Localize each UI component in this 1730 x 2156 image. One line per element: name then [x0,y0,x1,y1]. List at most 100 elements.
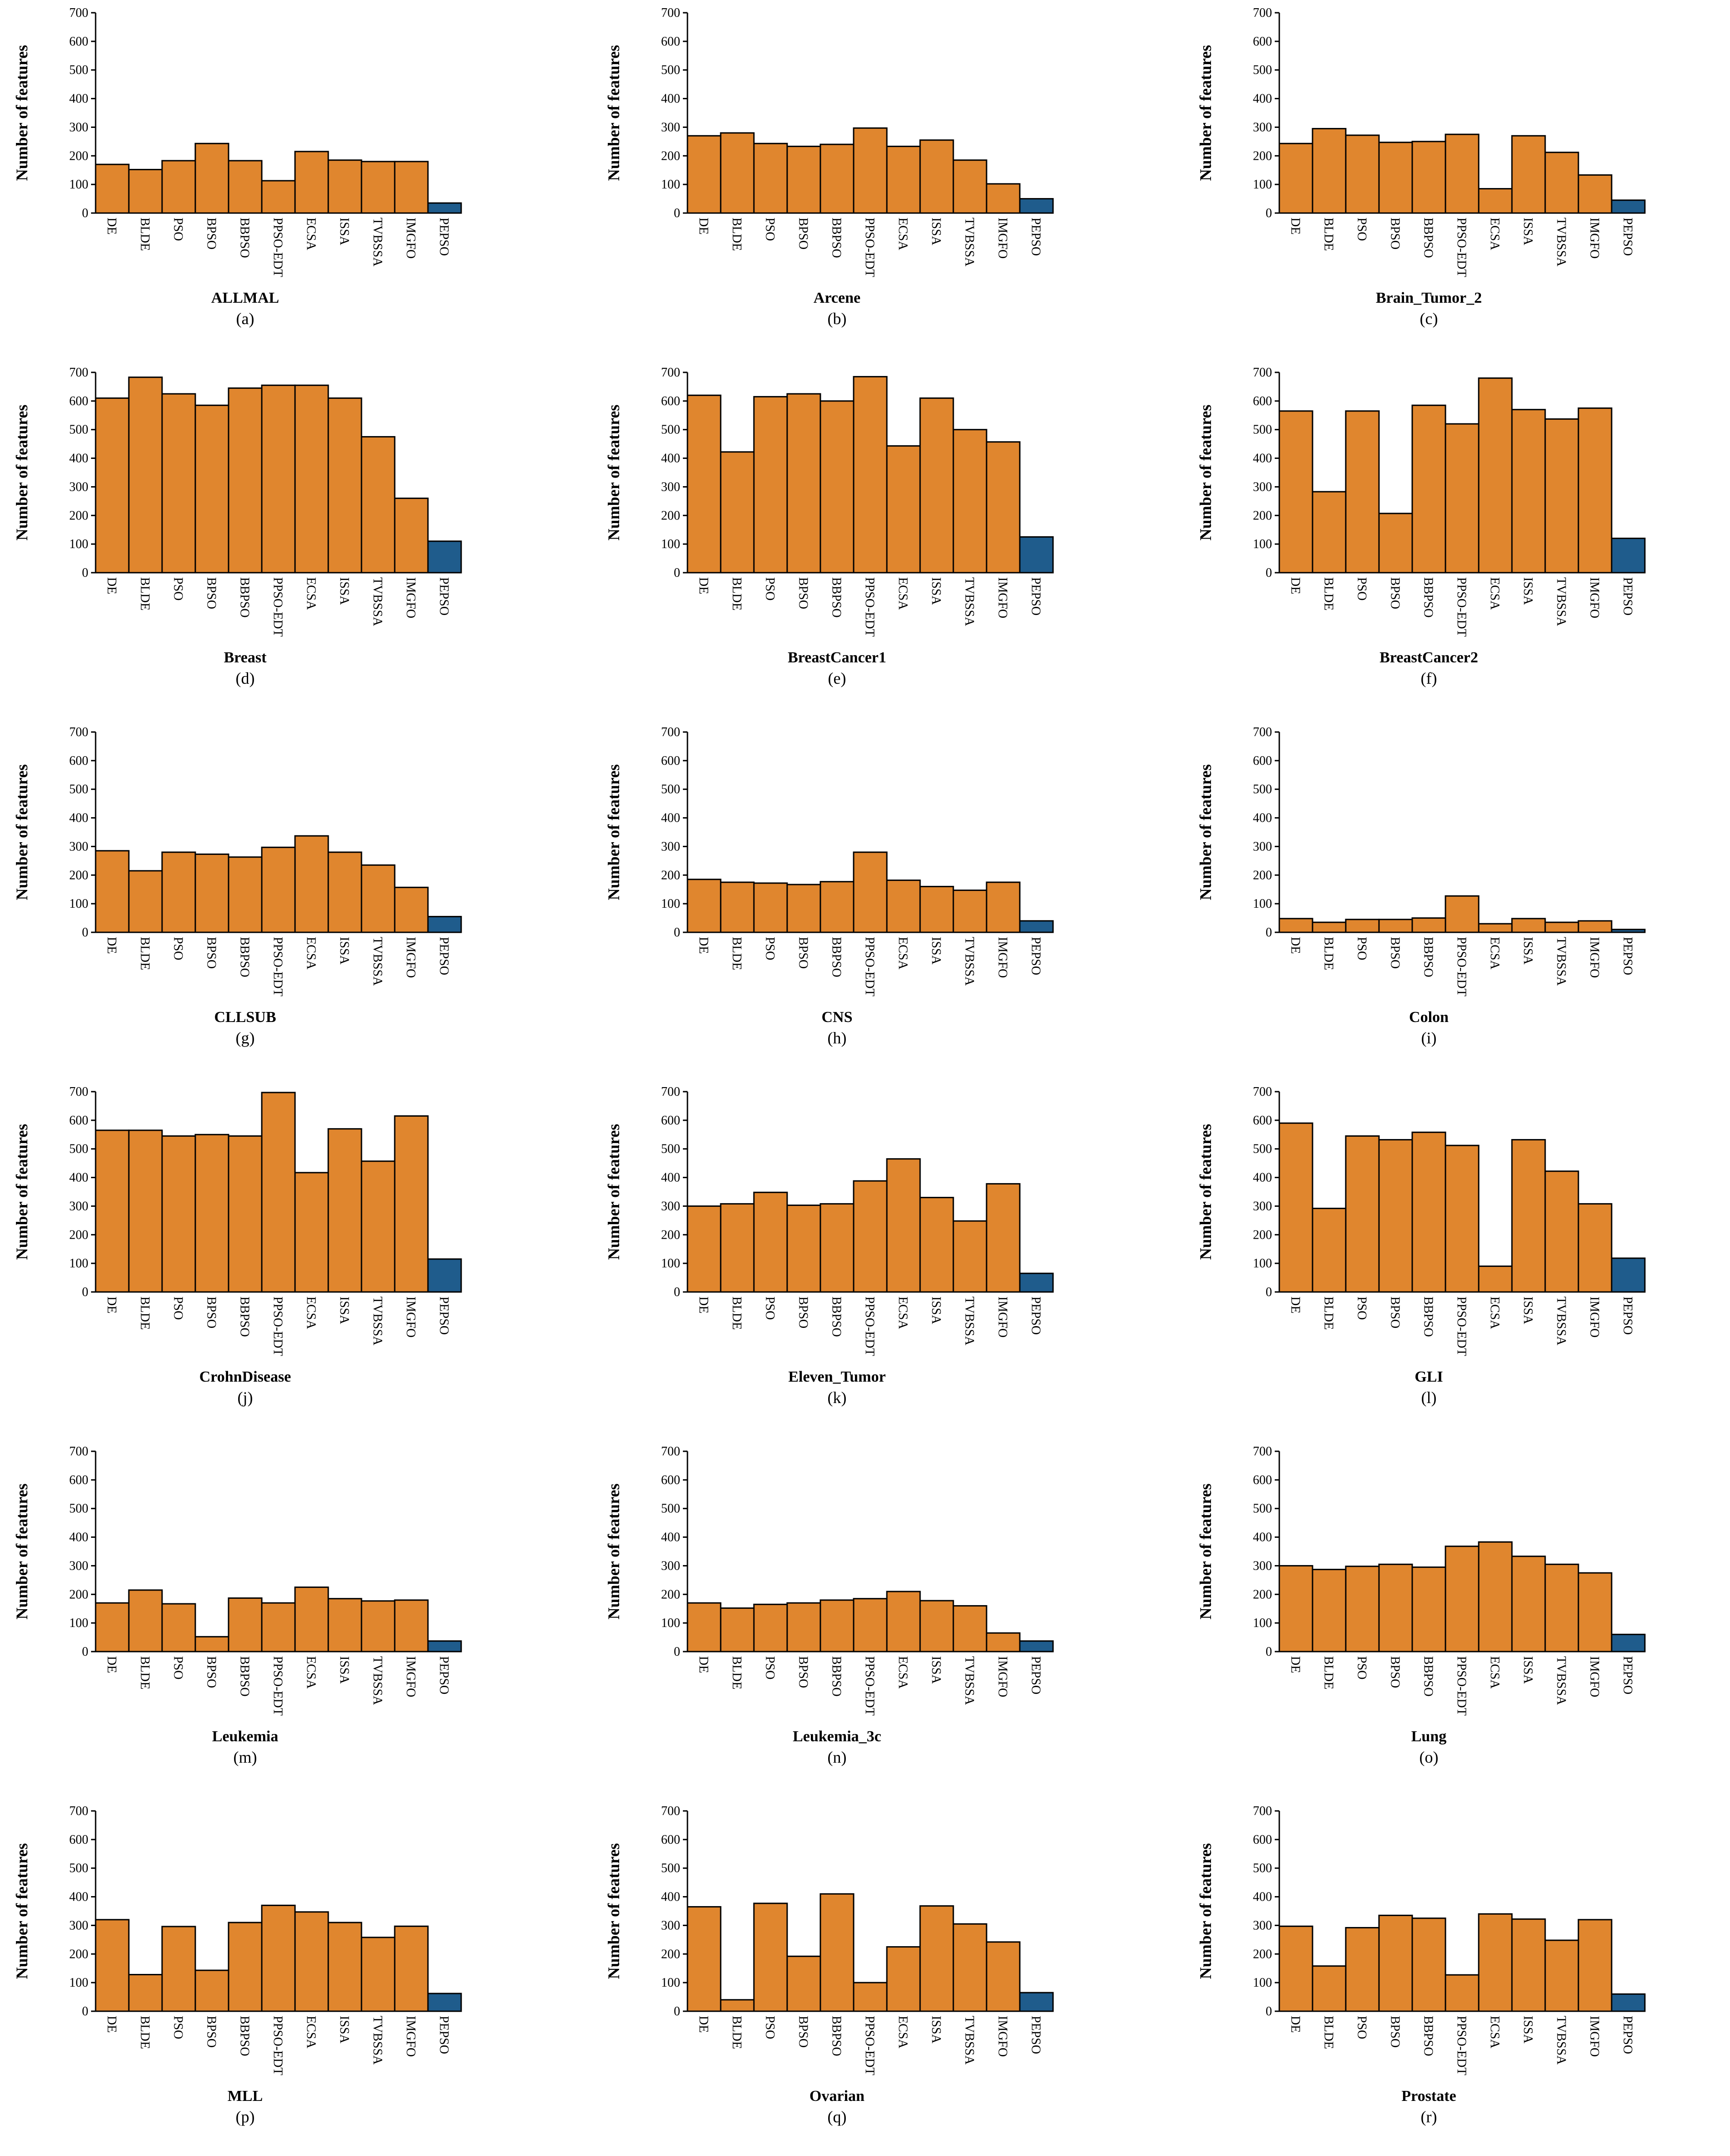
bar-BBPSO [819,1203,855,1293]
bar-BPSO [1378,142,1413,214]
x-tick-label: ISSA [1521,937,1535,965]
chart-svg: 0 100 200 300 400 500 600 700 Number of features… [605,366,1054,687]
x-tick-label: BPSO [1388,2016,1402,2048]
chart-panel-Leukemia_3c: 0 100 200 300 400 500 600 700 Number of features… [592,1439,1168,1796]
y-tick-label: 0 [1266,566,1272,580]
bar-BLDE [720,1607,755,1653]
y-tick-label: 0 [1266,2004,1272,2019]
y-tick-label: 700 [69,6,88,20]
y-tick-label: 600 [1253,394,1272,408]
chart-subcaption: (n) [828,1748,847,1766]
y-tick-label: 300 [661,120,680,134]
x-tick-label: IMGFO [996,1297,1010,1337]
y-tick-label: 500 [661,63,680,77]
x-tick-label: BBPSO [829,577,844,618]
chart-panel-CrohnDisease: 0 100 200 300 400 500 600 700 Number of features… [0,1079,576,1437]
chart-svg: 0 100 200 300 400 500 600 700 Number of features… [1196,1444,1646,1766]
bar-IMGFO [1577,920,1613,933]
bar-BPSO [194,1636,229,1653]
bar-ECSA [886,1158,921,1293]
y-tick-label: 700 [661,1804,680,1818]
x-tick-label: BBPSO [238,577,252,618]
x-tick-label: ISSA [337,2016,351,2044]
chart-svg: 0 100 200 300 400 500 600 700 Number of features… [605,725,1054,1047]
chart-subcaption: (q) [828,2108,847,2126]
x-tick-label: BBPSO [1421,218,1435,258]
bar-IMGFO [986,441,1021,574]
x-tick-label: DE [1288,937,1303,954]
bar-PSO [1345,919,1380,933]
bar-DE [687,1205,722,1293]
chart-title: Brain_Tumor_2 [1376,290,1482,306]
x-tick-label: BBPSO [1421,2016,1435,2056]
bar-PEPSO [1611,199,1646,214]
x-tick-label: BBPSO [1421,1656,1435,1697]
bar-ISSA [327,159,362,214]
x-tick-label: ECSA [304,937,318,970]
y-axis-label: Number of features [1196,405,1215,541]
x-tick-label: IMGFO [1588,937,1602,978]
bar-TVBSSA [361,1600,396,1653]
chart-panel-Brain_Tumor_2: 0 100 200 300 400 500 600 700 Number of features… [1184,0,1730,358]
x-tick-label: TVBSSA [1554,937,1568,986]
bar-IMGFO [394,886,429,933]
bar-BBPSO [819,143,855,214]
bar-ISSA [327,1598,362,1653]
chart-title: Prostate [1401,2088,1456,2105]
y-tick-label: 300 [69,1199,88,1213]
y-tick-label: 500 [69,1502,88,1516]
y-axis-label: Number of features [13,1484,31,1620]
y-tick-label: 600 [69,1114,88,1128]
x-tick-label: ECSA [304,577,318,610]
x-tick-label: PPSO-EDT [271,2016,285,2075]
bar-IMGFO [1577,1572,1613,1653]
bar-ECSA [1478,1913,1513,2012]
y-tick-label: 600 [1253,1114,1272,1128]
x-tick-label: TVBSSA [962,937,977,986]
bar-BLDE [720,1999,755,2012]
bar-PSO [1345,1927,1380,2012]
x-tick-label: ECSA [896,218,910,250]
chart-svg: 0 100 200 300 400 500 600 700 Number of features… [13,6,462,328]
y-tick-label: 700 [661,6,680,20]
x-tick-label: BLDE [1322,1297,1336,1330]
y-tick-label: 600 [661,1114,680,1128]
bar-TVBSSA [952,429,987,574]
x-tick-label: IMGFO [404,577,418,618]
bar-TVBSSA [952,1923,987,2012]
y-tick-label: 600 [661,754,680,768]
x-tick-label: PEPSO [1029,1297,1043,1335]
y-tick-label: 100 [69,1976,88,1990]
x-tick-label: IMGFO [996,2016,1010,2057]
chart-title: Leukemia_3c [793,1728,881,1745]
y-tick-label: 0 [674,925,680,940]
x-tick-label: TVBSSA [962,1297,977,1346]
y-tick-label: 500 [69,1142,88,1156]
y-tick-label: 300 [1253,480,1272,494]
bar-DE [95,1602,130,1653]
x-tick-label: ECSA [1488,218,1502,250]
x-tick-label: ECSA [896,577,910,610]
chart-title: Colon [1409,1009,1449,1026]
bar-PPSO-EDT [261,384,296,574]
y-tick-label: 500 [661,1861,680,1876]
bar-PSO [1345,134,1380,214]
x-tick-label: ISSA [1521,2016,1535,2044]
y-tick-label: 600 [661,1473,680,1487]
bar-BBPSO [819,881,855,933]
chart-panel-Breast: 0 100 200 300 400 500 600 700 Number of features… [0,360,576,717]
y-tick-label: 300 [1253,1199,1272,1213]
chart-subcaption: (m) [234,1748,257,1766]
bar-ISSA [1511,1139,1546,1293]
bar-BLDE [1312,1569,1347,1653]
chart-svg: 0 100 200 300 400 500 600 700 Number of features… [1196,1085,1646,1407]
chart-subcaption: (j) [238,1388,253,1407]
bar-DE [687,879,722,933]
bar-DE [687,1602,722,1653]
x-tick-label: ECSA [304,1656,318,1689]
x-tick-label: BPSO [1388,1297,1402,1328]
bar-ISSA [1511,918,1546,933]
bar-PEPSO [427,1258,462,1293]
y-tick-label: 0 [674,1645,680,1659]
x-tick-label: BLDE [730,2016,744,2049]
